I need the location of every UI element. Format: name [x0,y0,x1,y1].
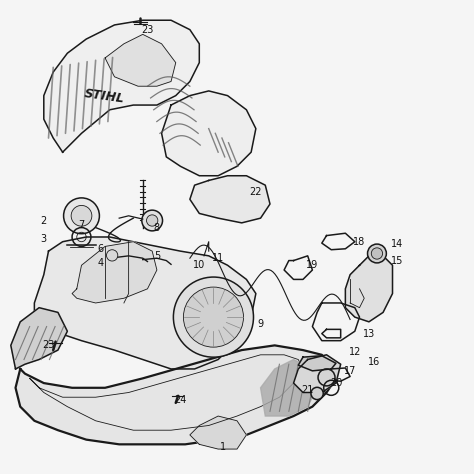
Text: 4: 4 [97,258,103,268]
Circle shape [183,287,244,347]
Circle shape [311,387,323,400]
Circle shape [107,250,118,261]
Text: 13: 13 [363,328,375,338]
Text: 18: 18 [354,237,365,246]
Text: 3: 3 [41,234,47,245]
Polygon shape [11,308,67,369]
Circle shape [71,205,92,226]
Circle shape [142,210,163,231]
Text: 11: 11 [212,253,224,263]
Polygon shape [190,176,270,223]
Text: 15: 15 [391,255,403,265]
Text: 10: 10 [193,260,205,270]
Text: 14: 14 [391,239,403,249]
Circle shape [367,244,386,263]
Polygon shape [261,359,317,416]
Text: 6: 6 [97,244,103,254]
Polygon shape [72,242,157,303]
Polygon shape [44,20,199,152]
Polygon shape [105,35,176,86]
Circle shape [146,215,158,226]
Polygon shape [16,346,336,444]
Text: 24: 24 [174,394,187,405]
Polygon shape [346,256,392,322]
Text: 23: 23 [141,25,154,35]
Text: 8: 8 [154,223,160,233]
Circle shape [371,248,383,259]
Polygon shape [298,356,336,371]
Text: 7: 7 [78,220,85,230]
Text: 5: 5 [154,251,160,261]
Text: 21: 21 [301,385,314,395]
Text: 20: 20 [330,378,342,388]
Text: 12: 12 [348,347,361,357]
Circle shape [318,369,335,386]
Text: 2: 2 [41,216,47,226]
Text: 23: 23 [42,340,55,350]
Text: 16: 16 [367,357,380,367]
Polygon shape [190,416,246,449]
Circle shape [173,277,254,357]
Text: 9: 9 [257,319,264,329]
Text: 1: 1 [220,442,226,452]
Polygon shape [162,91,256,176]
Circle shape [64,198,100,234]
Text: 19: 19 [306,260,319,270]
Text: STIHL: STIHL [84,87,126,106]
Text: 22: 22 [250,187,262,197]
Polygon shape [293,355,341,392]
Text: 17: 17 [344,366,356,376]
Polygon shape [35,237,256,369]
